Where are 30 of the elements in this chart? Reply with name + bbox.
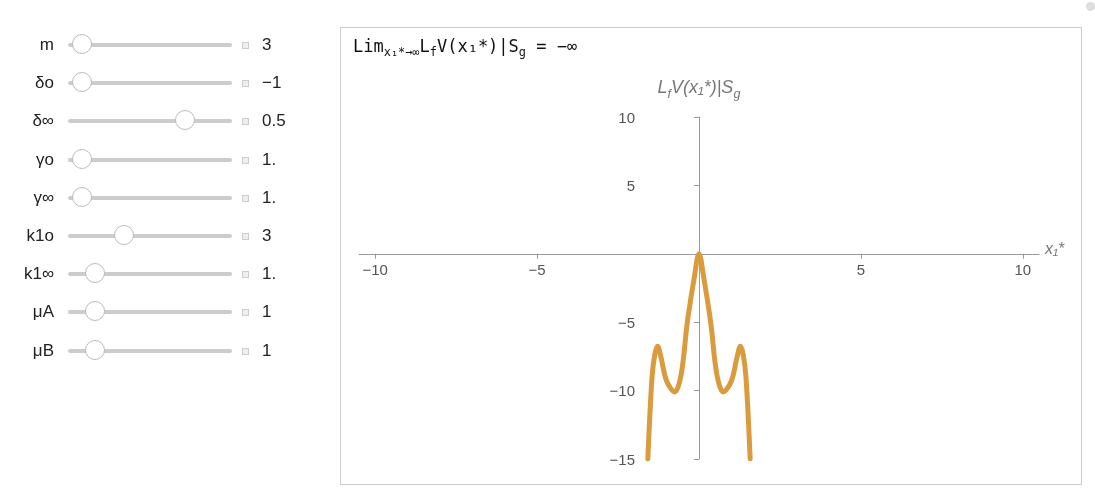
- text: 1.: [262, 264, 277, 285]
- y-tick-label: −5: [617, 313, 635, 331]
- y-tick-label: 5: [626, 176, 635, 194]
- y-tick-label: 10: [618, 108, 635, 126]
- text: 0.5: [262, 111, 286, 132]
- text: m: [39, 35, 54, 55]
- text: δ∞: [32, 111, 54, 132]
- text: δo: [35, 73, 54, 94]
- y-tick-label: −10: [609, 382, 635, 400]
- text: μA: [32, 302, 54, 323]
- chart-title: Lim$_{x₁*→∞}$L$_{f}$V(x₁*)|S$_{g}$ = −∞: [353, 36, 578, 60]
- text: k1∞: [23, 264, 54, 285]
- text: 1.: [262, 187, 277, 208]
- text: 1: [262, 302, 272, 323]
- x-tick-label: −5: [528, 260, 546, 278]
- text: k1o: [26, 226, 54, 246]
- text: γ∞: [33, 187, 54, 208]
- text: μB: [32, 340, 54, 361]
- text: 3: [262, 226, 272, 246]
- x-tick-label: 5: [856, 260, 866, 278]
- text: 1: [262, 340, 272, 361]
- x-tick-label: −10: [362, 260, 388, 278]
- x-tick-label: 10: [1014, 260, 1032, 278]
- x-axis-title: x₁*: [1045, 239, 1065, 258]
- text: 1.: [262, 149, 277, 170]
- text: −1: [262, 73, 282, 94]
- text: 3: [262, 35, 272, 55]
- y-tick-label: −15: [609, 450, 635, 468]
- y-axis-title: L$_{f}$V(x₁*)|S$_{g}$: [657, 77, 741, 101]
- text: γo: [36, 149, 54, 170]
